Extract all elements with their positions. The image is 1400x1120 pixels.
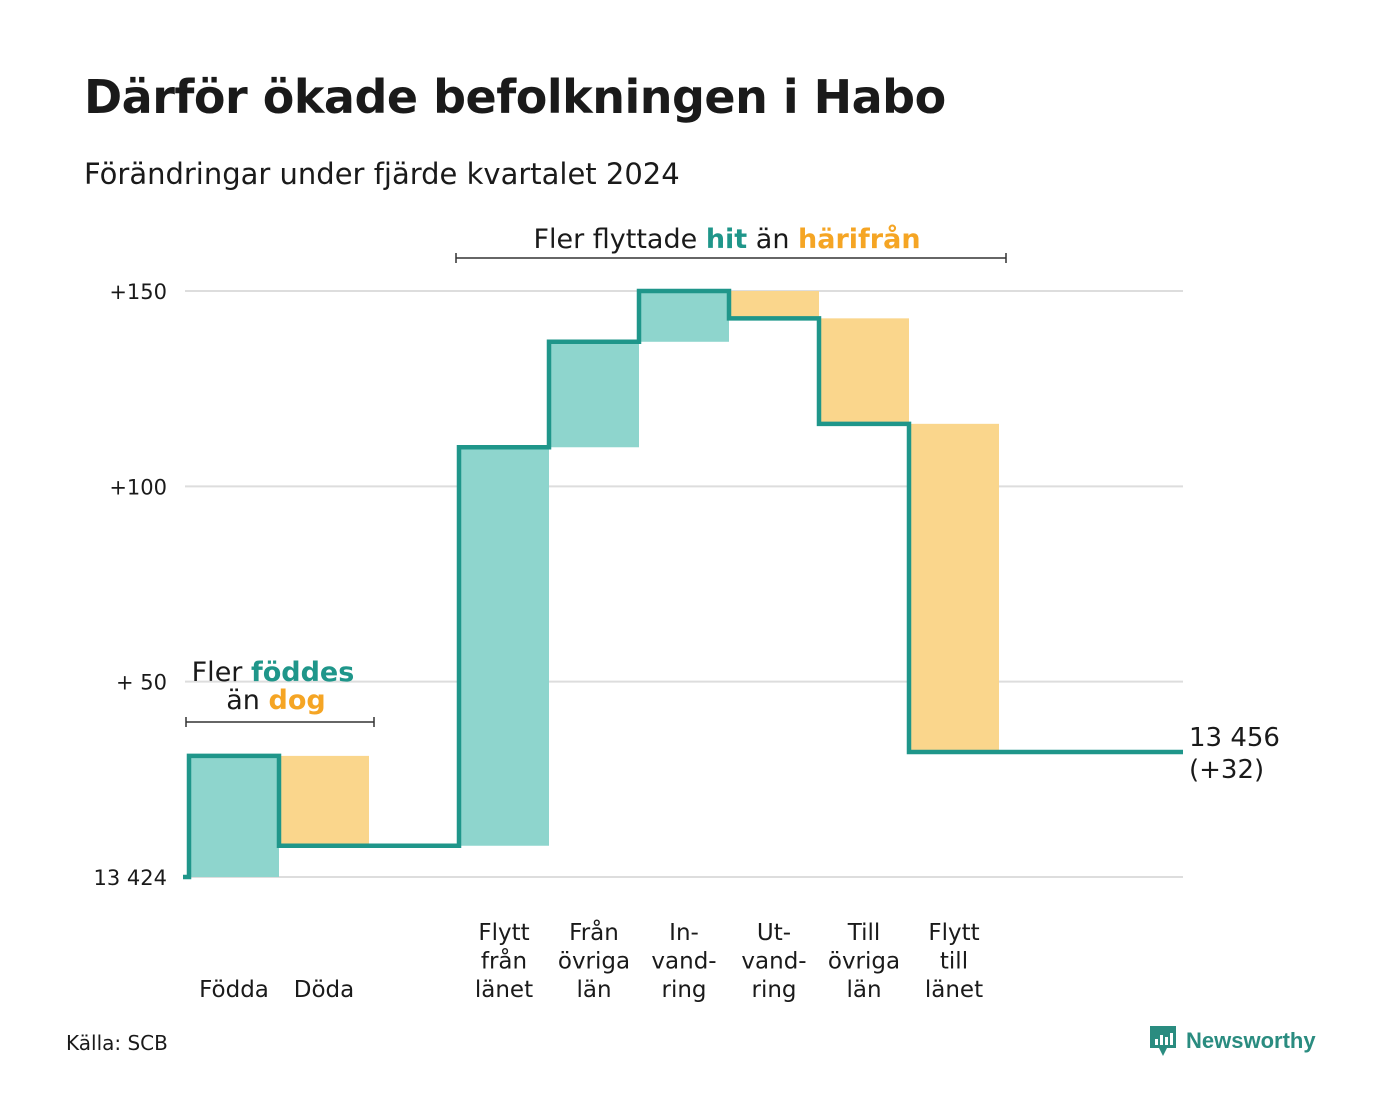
bar-decrease — [909, 423, 999, 752]
x-tick-label: län — [576, 977, 611, 1003]
step-line-group — [183, 288, 1183, 880]
brand-name: Newsworthy — [1186, 1028, 1316, 1053]
annotation-migration: Fler flyttade hit än härifrån — [533, 223, 920, 255]
y-tick-label: +150 — [109, 280, 167, 304]
y-tick-label: +100 — [109, 475, 167, 499]
y-axis-ticks: +150 +100 + 50 13 424 — [94, 280, 167, 890]
chart-subtitle: Förändringar under fjärde kvartalet 2024 — [84, 157, 680, 191]
bar-decrease — [729, 291, 819, 319]
x-tick-label: Födda — [199, 977, 269, 1003]
bar-increase — [549, 341, 639, 448]
x-tick-label: Döda — [294, 977, 354, 1003]
x-tick-label: ring — [751, 977, 796, 1003]
annotation-natural-bracket — [185, 717, 375, 727]
x-tick-label: från — [481, 947, 527, 975]
bar-decrease — [819, 318, 909, 424]
x-axis-labels: Födda DödaFlyttfrånlänetFrånövrigalänIn-v… — [199, 918, 983, 1003]
annotation-natural-line1: Fler föddes — [192, 657, 355, 688]
final-total-label: 13 456 — [1189, 723, 1280, 753]
bar-decrease — [279, 755, 369, 846]
annotation-migration-bracket — [455, 253, 1007, 263]
x-tick-label: länet — [475, 977, 533, 1003]
x-tick-label: In- — [669, 920, 699, 946]
annotation-natural-line2: än dog — [226, 685, 325, 716]
x-tick-label: Ut- — [757, 920, 791, 946]
x-tick-label: län — [846, 977, 881, 1003]
bars — [189, 291, 999, 877]
y-tick-label: + 50 — [116, 671, 167, 695]
x-tick-label: Till — [847, 920, 881, 946]
x-tick-label: Flytt — [928, 920, 979, 946]
bar-increase — [189, 755, 279, 877]
x-tick-label: Från — [569, 918, 619, 946]
x-tick-label: övriga — [828, 949, 900, 975]
x-tick-label: till — [940, 949, 968, 975]
x-tick-label: ring — [661, 977, 706, 1003]
x-tick-label: vand- — [651, 949, 716, 975]
x-tick-label: övriga — [558, 949, 630, 975]
brand-logo: Newsworthy — [1148, 1024, 1316, 1058]
x-tick-label: länet — [925, 977, 983, 1003]
y-tick-label: 13 424 — [94, 866, 167, 890]
bar-increase — [459, 447, 549, 846]
final-change-label: (+32) — [1189, 755, 1264, 785]
x-tick-label: Flytt — [478, 920, 529, 946]
bar-increase — [639, 291, 729, 342]
source-note: Källa: SCB — [66, 1031, 168, 1055]
step-line — [183, 288, 1183, 880]
chart-title: Därför ökade befolkningen i Habo — [84, 70, 946, 124]
x-tick-label: vand- — [741, 949, 806, 975]
newsworthy-logo-icon — [1150, 1026, 1176, 1056]
